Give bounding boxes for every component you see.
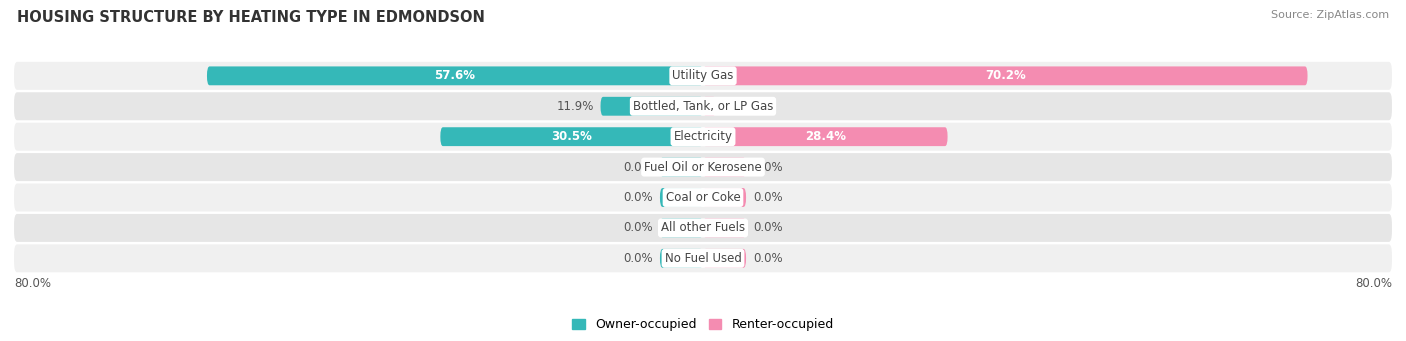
FancyBboxPatch shape: [207, 66, 703, 85]
Text: All other Fuels: All other Fuels: [661, 221, 745, 234]
Text: 0.0%: 0.0%: [623, 191, 652, 204]
Text: 1.5%: 1.5%: [723, 100, 752, 113]
Text: 0.0%: 0.0%: [623, 252, 652, 265]
Text: 80.0%: 80.0%: [14, 277, 51, 290]
FancyBboxPatch shape: [703, 66, 1308, 85]
FancyBboxPatch shape: [659, 249, 703, 268]
FancyBboxPatch shape: [14, 244, 1392, 272]
Text: Utility Gas: Utility Gas: [672, 69, 734, 82]
FancyBboxPatch shape: [703, 188, 747, 207]
Text: 57.6%: 57.6%: [434, 69, 475, 82]
Text: 80.0%: 80.0%: [1355, 277, 1392, 290]
Text: Electricity: Electricity: [673, 130, 733, 143]
Text: Source: ZipAtlas.com: Source: ZipAtlas.com: [1271, 10, 1389, 20]
Text: HOUSING STRUCTURE BY HEATING TYPE IN EDMONDSON: HOUSING STRUCTURE BY HEATING TYPE IN EDM…: [17, 10, 485, 25]
FancyBboxPatch shape: [703, 97, 716, 116]
Text: 0.0%: 0.0%: [754, 161, 783, 174]
FancyBboxPatch shape: [14, 123, 1392, 151]
Text: Bottled, Tank, or LP Gas: Bottled, Tank, or LP Gas: [633, 100, 773, 113]
Text: 0.0%: 0.0%: [623, 221, 652, 234]
FancyBboxPatch shape: [14, 214, 1392, 242]
FancyBboxPatch shape: [14, 92, 1392, 120]
FancyBboxPatch shape: [440, 127, 703, 146]
Text: 28.4%: 28.4%: [804, 130, 846, 143]
Text: No Fuel Used: No Fuel Used: [665, 252, 741, 265]
Text: Fuel Oil or Kerosene: Fuel Oil or Kerosene: [644, 161, 762, 174]
Text: 70.2%: 70.2%: [984, 69, 1025, 82]
Text: 0.0%: 0.0%: [754, 252, 783, 265]
FancyBboxPatch shape: [14, 153, 1392, 181]
FancyBboxPatch shape: [703, 158, 747, 177]
Text: Coal or Coke: Coal or Coke: [665, 191, 741, 204]
FancyBboxPatch shape: [659, 158, 703, 177]
FancyBboxPatch shape: [600, 97, 703, 116]
FancyBboxPatch shape: [14, 62, 1392, 90]
Text: 0.0%: 0.0%: [754, 221, 783, 234]
FancyBboxPatch shape: [14, 183, 1392, 211]
Text: 0.0%: 0.0%: [623, 161, 652, 174]
Text: 11.9%: 11.9%: [557, 100, 593, 113]
FancyBboxPatch shape: [659, 219, 703, 237]
Text: 30.5%: 30.5%: [551, 130, 592, 143]
Text: 0.0%: 0.0%: [754, 191, 783, 204]
FancyBboxPatch shape: [659, 188, 703, 207]
FancyBboxPatch shape: [703, 249, 747, 268]
Legend: Owner-occupied, Renter-occupied: Owner-occupied, Renter-occupied: [568, 313, 838, 336]
FancyBboxPatch shape: [703, 219, 747, 237]
FancyBboxPatch shape: [703, 127, 948, 146]
